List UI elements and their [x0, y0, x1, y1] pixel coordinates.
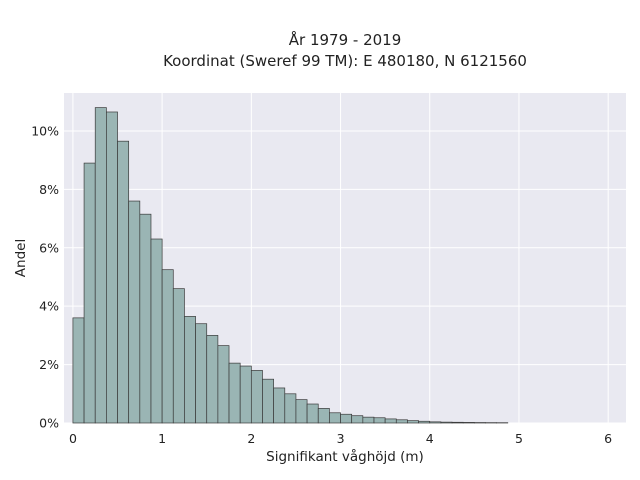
- histogram-bar: [306, 403, 319, 424]
- histogram-bar: [117, 140, 130, 424]
- histogram-bar: [440, 421, 453, 424]
- x-tick-label: 4: [426, 431, 434, 446]
- histogram-bar: [395, 419, 408, 424]
- y-tick-label: 0%: [39, 416, 59, 431]
- x-tick-label: 3: [337, 431, 345, 446]
- histogram-bar: [418, 420, 431, 424]
- y-tick-label: 6%: [39, 240, 59, 255]
- histogram-bar: [250, 370, 263, 424]
- y-axis-ticks: 0% 2% 4% 6% 8% 10%: [31, 123, 59, 430]
- x-axis-ticks: 0 1 2 3 4 5 6: [69, 431, 612, 446]
- chart-title-line-1: År 1979 - 2019: [289, 30, 402, 49]
- histogram-bars: [72, 107, 509, 424]
- histogram-bar: [329, 412, 341, 424]
- histogram-bar: [206, 335, 219, 424]
- x-tick-label: 6: [604, 431, 612, 446]
- histogram-bar: [150, 238, 163, 424]
- x-tick-label: 2: [247, 431, 255, 446]
- histogram-bar: [362, 416, 375, 424]
- histogram-bar: [139, 213, 152, 424]
- x-tick-label: 0: [69, 431, 77, 446]
- histogram-bar: [462, 422, 475, 424]
- histogram-bar: [94, 107, 107, 424]
- y-tick-label: 4%: [39, 299, 59, 314]
- x-tick-label: 1: [158, 431, 166, 446]
- y-axis-label: Andel: [13, 239, 29, 277]
- histogram-bar: [195, 323, 208, 424]
- histogram-bar: [262, 378, 274, 424]
- histogram-bar: [83, 162, 96, 424]
- histogram-bar: [161, 269, 174, 424]
- histogram-bar: [284, 393, 297, 424]
- x-axis-label: Signifikant våghöjd (m): [266, 448, 424, 465]
- histogram-bar: [228, 362, 241, 424]
- histogram-bar: [72, 317, 85, 424]
- x-tick-label: 5: [515, 431, 523, 446]
- histogram-bar: [106, 111, 118, 424]
- chart-title-line-2: Koordinat (Sweref 99 TM): E 480180, N 61…: [163, 52, 527, 70]
- histogram-bar: [351, 415, 364, 424]
- y-tick-label: 2%: [39, 357, 59, 372]
- y-tick-label: 10%: [31, 123, 59, 138]
- histogram-bar: [373, 417, 386, 424]
- histogram-bar: [184, 316, 196, 424]
- histogram-bar: [172, 288, 185, 424]
- histogram-bar: [451, 421, 464, 424]
- histogram-bar: [273, 387, 286, 424]
- histogram-bar: [128, 200, 141, 424]
- histogram-bar: [429, 421, 442, 424]
- histogram-bar: [317, 408, 330, 424]
- histogram-bar: [217, 345, 230, 424]
- histogram-bar: [239, 365, 252, 424]
- histogram-bar: [340, 413, 353, 424]
- histogram-bar: [384, 418, 397, 424]
- y-tick-label: 8%: [39, 182, 59, 197]
- histogram-bar: [295, 399, 308, 424]
- histogram-bar: [407, 420, 419, 424]
